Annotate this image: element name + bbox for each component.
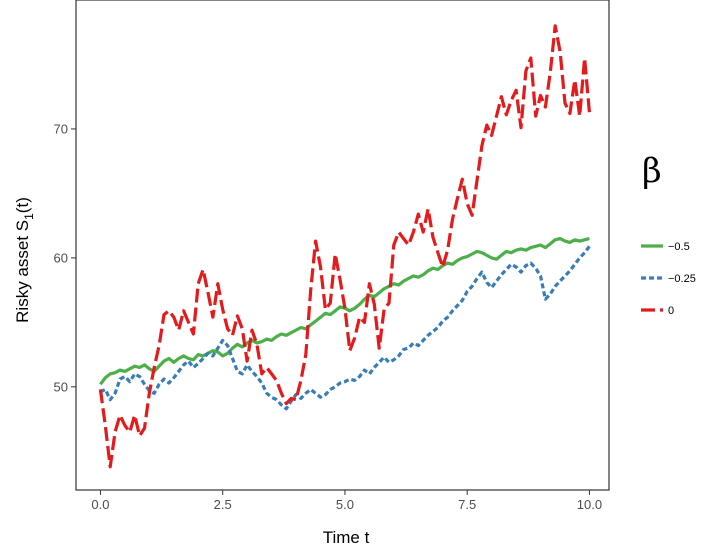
y-axis-title: Risky asset S1(t) <box>13 197 36 323</box>
svg-text:Risky asset S1(t): Risky asset S1(t) <box>13 197 36 323</box>
legend-title: β <box>642 151 662 191</box>
legend-label-2: 0 <box>668 305 674 317</box>
x-tick-label-1: 2.5 <box>214 497 232 512</box>
y-axis-ticks: 50 60 70 <box>54 121 76 394</box>
y-tick-label-2: 70 <box>54 121 68 136</box>
y-tick-label-0: 50 <box>54 379 68 394</box>
series-line-2 <box>98 24 591 469</box>
legend: −0.5 −0.25 0 <box>641 241 696 317</box>
legend-label-0: −0.5 <box>668 241 690 253</box>
legend-label-1: −0.25 <box>668 273 696 285</box>
y-axis-title-suffix: (t) <box>13 197 32 213</box>
y-axis-title-subscript: 1 <box>22 213 36 220</box>
x-tick-label-3: 7.5 <box>458 497 476 512</box>
series-layer <box>98 24 591 469</box>
x-axis-title: Time t <box>323 528 370 547</box>
x-tick-label-4: 10.0 <box>577 497 602 512</box>
x-tick-label-0: 0.0 <box>91 497 109 512</box>
y-axis-title-main: Risky asset S <box>13 220 32 323</box>
series-line-1 <box>99 245 591 411</box>
plot-panel <box>75 0 610 491</box>
x-axis-ticks: 0.0 2.5 5.0 7.5 10.0 <box>91 490 602 512</box>
y-tick-label-1: 60 <box>54 250 68 265</box>
x-tick-label-2: 5.0 <box>336 497 354 512</box>
